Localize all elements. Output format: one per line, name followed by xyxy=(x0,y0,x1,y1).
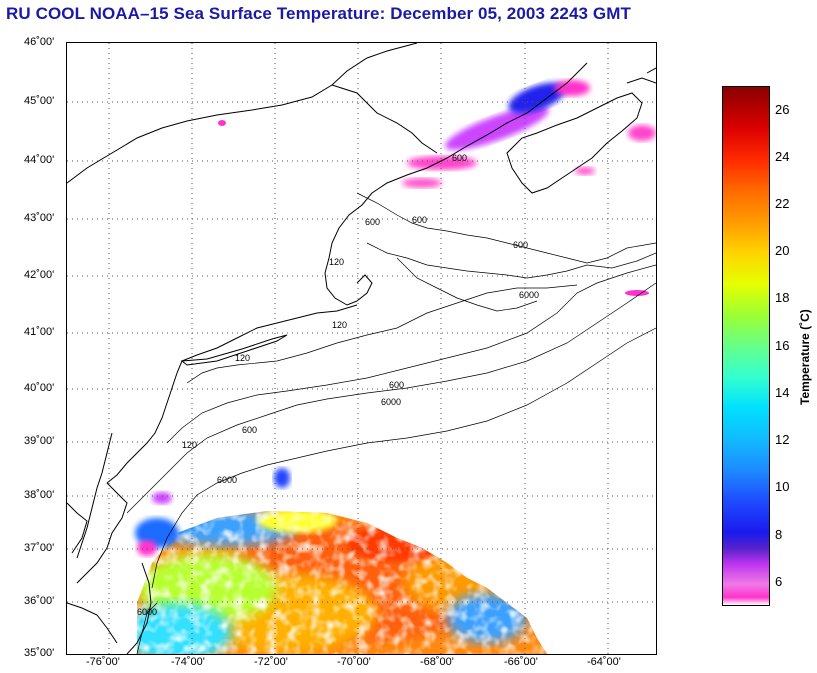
sst-warm-region xyxy=(137,511,547,654)
colorbar-tick: 16 xyxy=(775,338,790,353)
colorbar-tick: 20 xyxy=(775,243,790,258)
contour-label: 120 xyxy=(332,320,347,330)
colorbar-tick: 22 xyxy=(775,196,790,211)
lat-label: 39˚00' xyxy=(24,435,55,447)
contour-label: 6000 xyxy=(217,475,237,485)
lat-label: 42˚00' xyxy=(24,269,55,281)
map-canvas: 120 120 120 120 600 600 600 600 600 600 … xyxy=(67,43,656,654)
coastline xyxy=(67,43,656,654)
lat-label: 41˚00' xyxy=(24,326,55,338)
contour-label: 600 xyxy=(412,215,427,225)
colorbar-tick: 12 xyxy=(775,432,790,447)
lon-label: -64˚00' xyxy=(587,656,621,668)
colorbar-tick: 8 xyxy=(775,527,783,542)
contour-label: 120 xyxy=(235,353,250,363)
lon-label: -72˚00' xyxy=(254,656,288,668)
lat-label: 36˚00' xyxy=(24,595,55,607)
contour-labels: 120 120 120 120 600 600 600 600 600 600 … xyxy=(137,153,539,617)
contour-label: 600 xyxy=(513,240,528,250)
contour-label: 120 xyxy=(329,257,344,267)
contour-label: 600 xyxy=(452,153,467,163)
contour-label: 600 xyxy=(365,217,380,227)
lon-label: -66˚00' xyxy=(504,656,538,668)
colorbar-tick: 14 xyxy=(775,385,790,400)
sst-map[interactable]: 120 120 120 120 600 600 600 600 600 600 … xyxy=(66,42,657,655)
map-title: RU COOL NOAA–15 Sea Surface Temperature:… xyxy=(6,4,631,23)
lat-lon-grid xyxy=(67,43,656,654)
lon-label: -74˚00' xyxy=(171,656,205,668)
lon-label: -70˚00' xyxy=(337,656,371,668)
contour-label: 120 xyxy=(182,440,197,450)
lat-label: 38˚00' xyxy=(24,489,55,501)
colorbar-tick: 26 xyxy=(775,102,790,117)
lat-label: 35˚00' xyxy=(24,647,55,659)
sst-cold-patches xyxy=(135,80,656,556)
colorbar-label: Temperature (˚C) xyxy=(798,309,812,405)
colorbar-tick: 24 xyxy=(775,149,790,164)
lat-label: 44˚00' xyxy=(24,154,55,166)
lat-label: 37˚00' xyxy=(24,542,55,554)
lon-label: -68˚00' xyxy=(420,656,454,668)
lon-label: -76˚00' xyxy=(86,656,120,668)
contour-label: 6000 xyxy=(381,397,401,407)
lat-label: 43˚00' xyxy=(24,212,55,224)
bathymetry-contours xyxy=(126,192,656,654)
contour-label: 6000 xyxy=(137,607,157,617)
contour-label: 6000 xyxy=(519,290,539,300)
temperature-colorbar xyxy=(722,86,770,606)
lat-label: 46˚00' xyxy=(24,36,55,48)
colorbar-tick: 18 xyxy=(775,290,790,305)
lat-label: 40˚00' xyxy=(24,382,55,394)
lat-label: 45˚00' xyxy=(24,95,55,107)
colorbar-tick: 10 xyxy=(775,479,790,494)
contour-label: 600 xyxy=(389,380,404,390)
contour-label: 600 xyxy=(242,425,257,435)
colorbar-tick: 6 xyxy=(775,574,783,589)
